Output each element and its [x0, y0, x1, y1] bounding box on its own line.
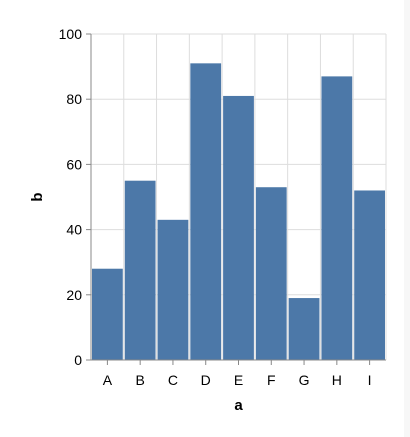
bar-E	[223, 95, 254, 360]
bar-F	[255, 187, 287, 360]
y-tick-label: 80	[66, 91, 82, 107]
x-tick-label: F	[267, 372, 276, 388]
x-axis-title: a	[234, 397, 243, 414]
y-tick-label: 20	[66, 287, 82, 303]
x-tick-label: I	[368, 372, 372, 388]
bar-G	[288, 298, 320, 360]
y-tick-label: 40	[66, 222, 82, 238]
x-tick-label: D	[201, 372, 211, 388]
x-tick-label: A	[103, 372, 113, 388]
x-tick-label: B	[135, 372, 144, 388]
y-tick-label: 100	[59, 26, 83, 42]
bar-D	[190, 63, 222, 361]
bar-B	[124, 180, 156, 360]
bar-C	[157, 219, 189, 360]
y-axis-title: b	[29, 192, 46, 201]
bars	[92, 63, 385, 361]
bar-A	[92, 268, 123, 360]
axes: 0 20 40 60 80 100 A B C D E F G H I	[59, 26, 386, 388]
x-tick-label: H	[332, 372, 342, 388]
bar-H	[321, 76, 353, 360]
y-tick-label: 60	[66, 156, 82, 172]
x-tick-label: E	[234, 372, 243, 388]
bar-I	[354, 190, 385, 360]
y-tick-label: 0	[74, 352, 82, 368]
x-tick-label: G	[299, 372, 310, 388]
x-tick-label: C	[168, 372, 178, 388]
